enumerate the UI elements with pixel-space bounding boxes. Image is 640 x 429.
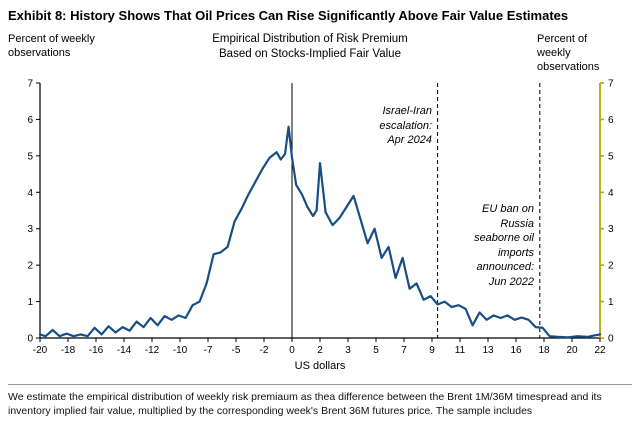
y-tick-label-left: 5 [27,152,33,163]
y-tick-label-left: 6 [27,115,33,126]
y-tick-label-right: 2 [608,261,614,272]
annotation-eu-ban: EU ban on Russia seaborne oil imports an… [474,203,534,288]
y-tick-label-left: 0 [27,334,33,345]
x-tick-label: -18 [61,345,76,356]
y-tick-label-left: 7 [27,79,33,90]
y-tick-label-right: 0 [608,334,614,345]
x-axis-title: US dollars [295,360,346,372]
y-tick-label-right: 5 [608,152,614,163]
left-axis-label: Percent of weekly observations [8,33,95,60]
x-tick-label: -16 [89,345,104,356]
distribution-plot: 0 01 12 23 34 45 56 67 7-20 -18 -16 -14 -12 -10 -7 -5 -2… [27,79,614,373]
chart-title: Empirical Distribution of Risk Premium B… [212,33,408,60]
x-tick-label: 5 [373,345,379,356]
y-tick-label-right: 6 [608,115,614,126]
x-tick-label: 11 [455,345,466,356]
y-tick-label-left: 4 [27,188,33,199]
y-tick-label-right: 7 [608,79,614,90]
exhibit-title: Exhibit 8: History Shows That Oil Prices… [8,8,569,23]
x-tick-label: 2 [317,345,323,356]
x-tick-label: -10 [173,345,188,356]
x-tick-label: 16 [510,345,522,356]
y-tick-label-right: 3 [608,224,614,235]
annotation-israel-iran: Israel-Iran escalation: Apr 2024 [379,105,432,147]
x-tick-label: -5 [232,345,241,356]
x-tick-label: 9 [429,345,435,356]
chart-area: 0 0 1 1 2 2 3 3 4 4 5 5 6 6 7 7 -20 -18 -16 -14 -12 -10 -7 -5 -2… [0,26,640,378]
x-tick-label: -12 [145,345,160,356]
y-tick-label-left: 1 [27,297,33,308]
right-axis-label: Percent of weekly observations [537,33,600,74]
x-tick-label: 18 [538,345,550,356]
x-tick-label: -20 [33,345,48,356]
y-tick-label-left: 2 [27,261,33,272]
x-tick-label: 0 [289,345,295,356]
y-tick-label-right: 1 [608,297,614,308]
x-tick-label: 13 [482,345,494,356]
x-tick-label: 7 [401,345,407,356]
x-tick-label: -7 [204,345,213,356]
x-tick-label: 20 [566,345,578,356]
x-tick-label: 3 [345,345,351,356]
x-tick-label: -14 [117,345,132,356]
x-tick-label: -2 [260,345,269,356]
footnote: We estimate the empirical distribution o… [8,384,632,418]
x-tick-label: 22 [594,345,606,356]
y-tick-label-left: 3 [27,224,33,235]
y-tick-label-right: 4 [608,188,614,199]
distribution-line [38,125,602,339]
